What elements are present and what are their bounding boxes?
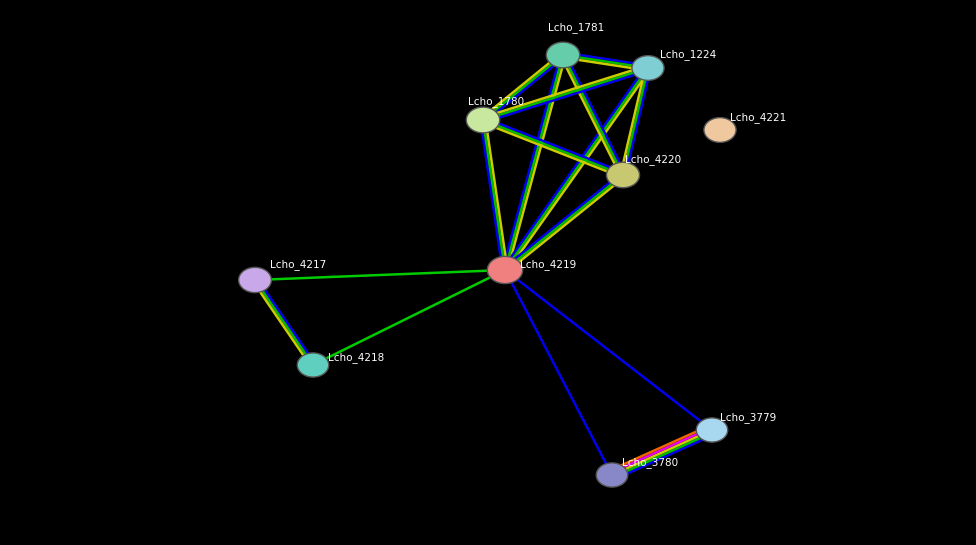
Ellipse shape [606, 162, 639, 187]
Text: Lcho_4219: Lcho_4219 [520, 259, 576, 270]
Text: Lcho_3780: Lcho_3780 [622, 458, 678, 469]
Text: Lcho_4220: Lcho_4220 [625, 155, 681, 166]
Text: Lcho_4221: Lcho_4221 [730, 113, 787, 124]
Ellipse shape [298, 353, 329, 377]
Text: Lcho_3779: Lcho_3779 [720, 413, 776, 423]
Text: Lcho_4218: Lcho_4218 [328, 353, 385, 364]
Ellipse shape [487, 256, 523, 283]
Text: Lcho_1781: Lcho_1781 [548, 22, 604, 33]
Ellipse shape [696, 418, 728, 442]
Ellipse shape [467, 107, 500, 133]
Text: Lcho_4217: Lcho_4217 [270, 259, 326, 270]
Text: Lcho_1224: Lcho_1224 [660, 50, 716, 60]
Ellipse shape [631, 56, 664, 80]
Ellipse shape [596, 463, 628, 487]
Ellipse shape [547, 42, 580, 68]
Text: Lcho_1780: Lcho_1780 [468, 96, 524, 107]
Ellipse shape [238, 268, 271, 293]
Ellipse shape [704, 118, 736, 142]
